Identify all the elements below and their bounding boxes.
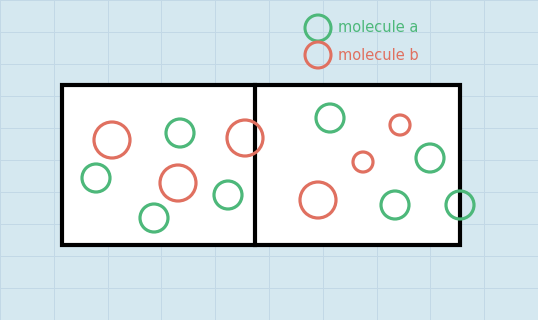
Bar <box>62 85 460 245</box>
Text: molecule b: molecule b <box>338 47 419 62</box>
Text: molecule a: molecule a <box>338 20 419 36</box>
